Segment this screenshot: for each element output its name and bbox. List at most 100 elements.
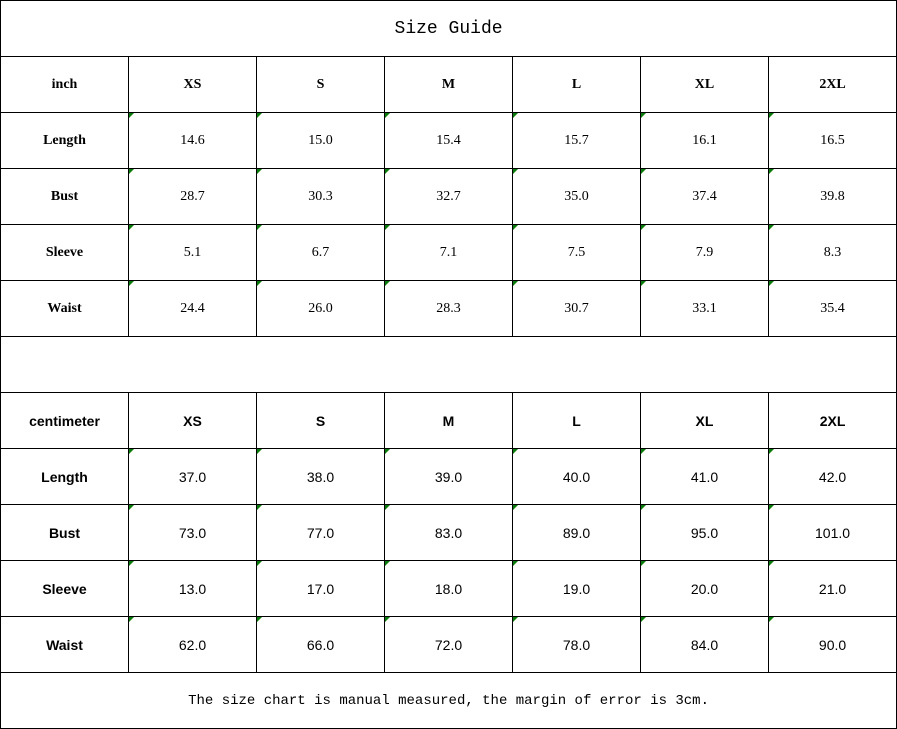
size-header: L	[512, 392, 641, 449]
value-cell-text: 38.0	[306, 468, 335, 485]
row-label: Bust	[0, 168, 129, 225]
value-cell: 24.4	[128, 280, 257, 337]
value-cell: 90.0	[767, 616, 897, 673]
spacer-row	[0, 336, 897, 393]
value-cell: 21.0	[767, 560, 897, 617]
footnote: The size chart is manual measured, the m…	[0, 672, 897, 729]
value-cell: 32.7	[384, 168, 513, 225]
error-indicator-icon	[129, 225, 134, 230]
value-cell: 14.6	[128, 112, 257, 169]
row-label-text: Bust	[50, 188, 79, 204]
size-header: S	[256, 56, 385, 113]
error-indicator-icon	[641, 449, 646, 454]
error-indicator-icon	[513, 281, 518, 286]
row-label-text: Sleeve	[45, 244, 84, 260]
error-indicator-icon	[385, 113, 390, 118]
size-header-text: L	[572, 412, 581, 429]
value-cell: 39.8	[767, 168, 897, 225]
value-cell-text: 73.0	[178, 524, 207, 541]
error-indicator-icon	[129, 617, 134, 622]
error-indicator-icon	[257, 505, 262, 510]
value-cell-text: 84.0	[690, 636, 719, 653]
value-cell: 41.0	[640, 448, 769, 505]
table-row: Sleeve 5.1 6.7 7.1 7.5 7.9 8.3	[0, 224, 897, 281]
value-cell: 7.5	[512, 224, 641, 281]
size-header: M	[384, 56, 513, 113]
row-label-text: Bust	[48, 524, 81, 541]
value-cell: 84.0	[640, 616, 769, 673]
value-cell: 6.7	[256, 224, 385, 281]
size-header-text: XL	[694, 76, 715, 92]
error-indicator-icon	[769, 281, 774, 286]
table-row: Waist 62.0 66.0 72.0 78.0 84.0 90.0	[0, 616, 897, 673]
value-cell: 35.0	[512, 168, 641, 225]
value-cell: 38.0	[256, 448, 385, 505]
value-cell: 30.7	[512, 280, 641, 337]
size-header-text: XS	[183, 412, 202, 429]
value-cell-text: 16.1	[692, 132, 717, 148]
value-cell: 39.0	[384, 448, 513, 505]
value-cell-text: 7.5	[567, 244, 586, 260]
value-cell-text: 90.0	[818, 636, 847, 653]
value-cell-text: 41.0	[690, 468, 719, 485]
value-cell: 66.0	[256, 616, 385, 673]
error-indicator-icon	[641, 225, 646, 230]
value-cell-text: 30.7	[564, 300, 589, 316]
value-cell: 16.5	[767, 112, 897, 169]
table-row: Bust 28.7 30.3 32.7 35.0 37.4 39.8	[0, 168, 897, 225]
size-header: L	[512, 56, 641, 113]
table-row: Waist 24.4 26.0 28.3 30.7 33.1 35.4	[0, 280, 897, 337]
size-header-text: M	[442, 412, 455, 429]
unit-header-text: inch	[51, 76, 78, 92]
error-indicator-icon	[513, 113, 518, 118]
size-header-text: 2XL	[819, 76, 846, 92]
error-indicator-icon	[769, 617, 774, 622]
value-cell: 15.4	[384, 112, 513, 169]
error-indicator-icon	[641, 113, 646, 118]
value-cell-text: 32.7	[436, 188, 461, 204]
error-indicator-icon	[129, 113, 134, 118]
error-indicator-icon	[385, 561, 390, 566]
error-indicator-icon	[769, 561, 774, 566]
table-row: Bust 73.0 77.0 83.0 89.0 95.0 101.0	[0, 504, 897, 561]
value-cell-text: 8.3	[823, 244, 842, 260]
unit-header-text: centimeter	[29, 412, 100, 429]
value-cell-text: 62.0	[178, 636, 207, 653]
error-indicator-icon	[257, 617, 262, 622]
value-cell: 83.0	[384, 504, 513, 561]
size-header: 2XL	[767, 56, 897, 113]
error-indicator-icon	[513, 225, 518, 230]
value-cell: 15.7	[512, 112, 641, 169]
value-cell: 78.0	[512, 616, 641, 673]
value-cell-text: 78.0	[562, 636, 591, 653]
value-cell: 37.0	[128, 448, 257, 505]
error-indicator-icon	[769, 449, 774, 454]
value-cell-text: 37.4	[692, 188, 717, 204]
size-header: XL	[640, 56, 769, 113]
size-header: XS	[128, 56, 257, 113]
value-cell-text: 5.1	[183, 244, 202, 260]
size-header: M	[384, 392, 513, 449]
value-cell: 28.7	[128, 168, 257, 225]
value-cell-text: 101.0	[815, 524, 851, 541]
value-cell-text: 16.5	[820, 132, 845, 148]
row-label: Waist	[0, 616, 129, 673]
value-cell-text: 28.3	[436, 300, 461, 316]
title-row: Size Guide	[0, 0, 897, 57]
error-indicator-icon	[769, 505, 774, 510]
value-cell: 20.0	[640, 560, 769, 617]
size-header-text: 2XL	[819, 412, 846, 429]
error-indicator-icon	[513, 449, 518, 454]
value-cell-text: 19.0	[562, 580, 591, 597]
value-cell-text: 28.7	[180, 188, 205, 204]
error-indicator-icon	[641, 169, 646, 174]
row-label: Length	[0, 448, 129, 505]
row-label: Waist	[0, 280, 129, 337]
error-indicator-icon	[257, 561, 262, 566]
value-cell-text: 39.0	[434, 468, 463, 485]
value-cell-text: 95.0	[690, 524, 719, 541]
row-label-text: Length	[43, 132, 86, 148]
value-cell: 42.0	[767, 448, 897, 505]
value-cell-text: 39.8	[820, 188, 845, 204]
